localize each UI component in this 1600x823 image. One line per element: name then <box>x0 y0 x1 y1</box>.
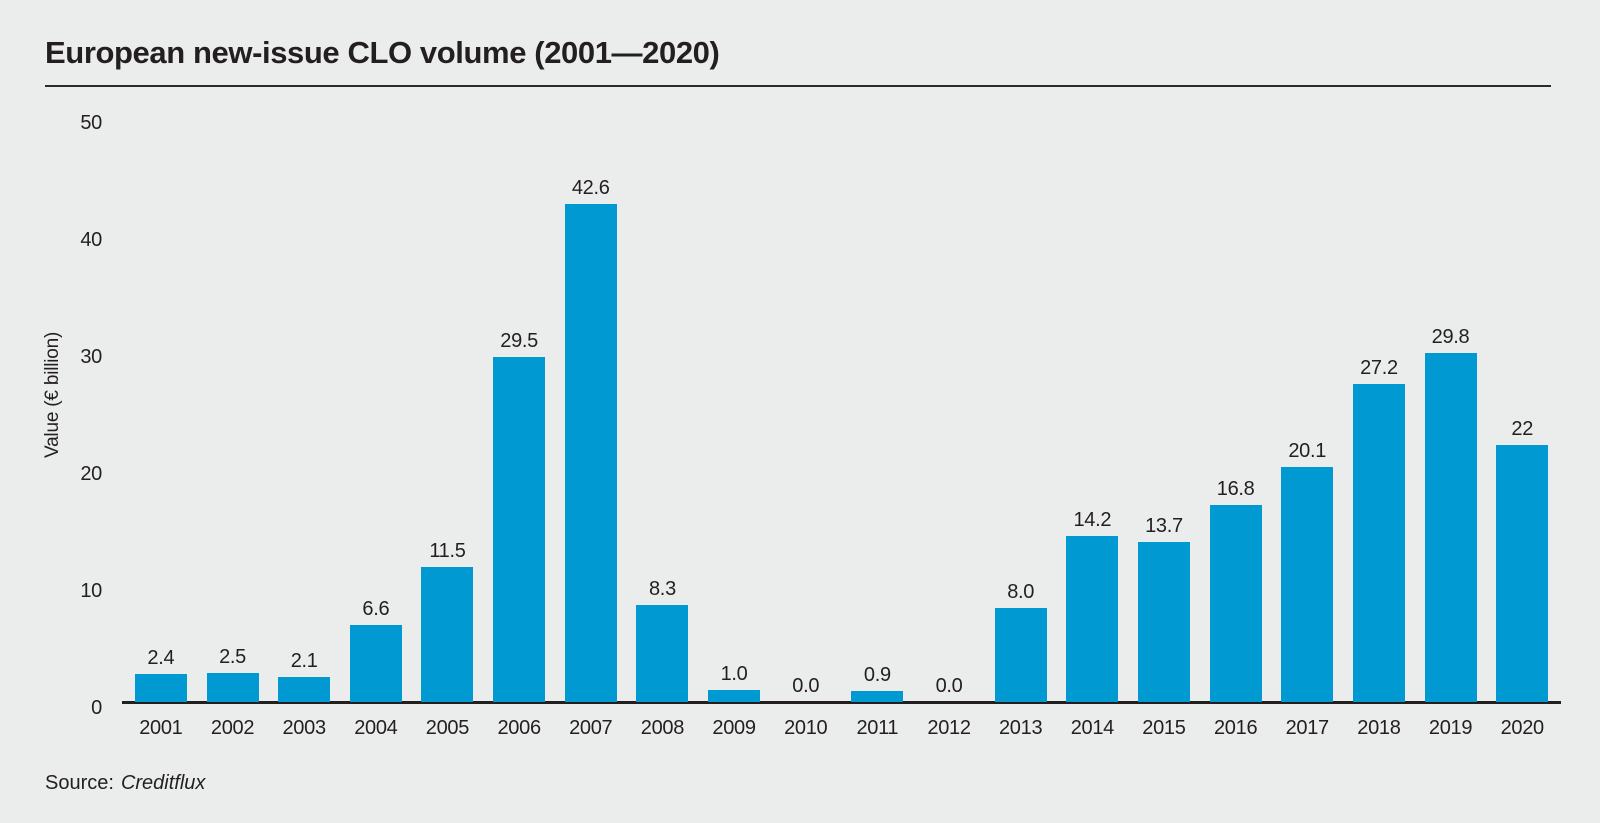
x-tick-label: 2012 <box>927 717 971 739</box>
x-tick-label: 2019 <box>1428 717 1473 739</box>
bar-value-label: 1.0 <box>720 663 748 685</box>
bar-value-label: 0.0 <box>935 675 963 697</box>
bar <box>206 673 259 702</box>
bar-value-label: 16.8 <box>1216 478 1255 500</box>
bar <box>851 691 904 702</box>
x-tick-label: 2015 <box>1142 717 1186 739</box>
bar <box>636 605 689 702</box>
bar-value-label: 6.6 <box>362 598 390 620</box>
y-axis-title: Value (€ billion) <box>42 331 63 458</box>
bar <box>1281 467 1334 702</box>
x-tick-label: 2010 <box>784 717 828 739</box>
bar <box>134 674 187 702</box>
bar <box>1209 505 1262 702</box>
bar-value-label: 29.5 <box>500 330 538 352</box>
bar-value-label: 2.5 <box>219 646 246 668</box>
bar-value-label: 11.5 <box>429 540 466 562</box>
bar-value-label: 22 <box>1511 418 1534 440</box>
x-tick-label: 2004 <box>354 717 398 739</box>
bar <box>994 608 1047 702</box>
source-prefix: Source: <box>45 772 114 794</box>
x-tick-label: 2002 <box>210 717 255 739</box>
y-tick-label: 20 <box>80 463 102 485</box>
source-note: Source: Creditflux <box>45 771 205 795</box>
bar <box>1066 536 1119 702</box>
bar-value-label: 2.4 <box>147 647 175 669</box>
bar <box>708 690 760 702</box>
x-tick-label: 2020 <box>1500 717 1545 739</box>
bar-value-label: 20.1 <box>1288 440 1327 462</box>
bar <box>349 625 402 702</box>
y-tick-label: 30 <box>80 346 102 368</box>
x-tick-label: 2007 <box>569 717 613 739</box>
bar <box>493 357 546 702</box>
x-tick-label: 2008 <box>640 717 685 739</box>
y-tick-label: 0 <box>91 697 102 719</box>
x-tick-label: 2017 <box>1285 717 1330 739</box>
y-tick-label: 10 <box>80 580 102 602</box>
bar-value-label: 8.3 <box>648 578 676 600</box>
x-tick-label: 2014 <box>1070 717 1115 739</box>
x-axis-line <box>122 701 1561 704</box>
bar-value-label: 0.9 <box>863 664 891 686</box>
chart-title: European new-issue CLO volume (2001—2020… <box>45 35 720 70</box>
bar <box>1352 384 1405 702</box>
x-tick-label: 2005 <box>425 717 470 739</box>
bar-value-label: 2.1 <box>290 650 318 672</box>
bar <box>421 567 474 702</box>
bar <box>278 677 331 702</box>
bar-value-label: 42.6 <box>571 177 610 199</box>
x-tick-label: 2009 <box>712 717 756 739</box>
plot-area: 2.4 2001 2.5 2002 2.1 2003 6.6 2004 11.5 2005 29.5… <box>122 117 1561 739</box>
bar-value-label: 8.0 <box>1007 581 1035 603</box>
bar-value-label: 14.2 <box>1073 509 1112 531</box>
bar <box>1424 353 1477 702</box>
bar <box>1496 445 1549 702</box>
bar <box>1137 542 1190 702</box>
x-tick-label: 2001 <box>139 717 183 739</box>
bar-value-label: 0.0 <box>792 675 820 697</box>
title-rule <box>45 85 1551 87</box>
bar-value-label: 29.8 <box>1431 326 1470 348</box>
y-tick-label: 50 <box>80 112 102 134</box>
y-tick-label: 40 <box>80 229 102 251</box>
bar-value-label: 13.7 <box>1145 515 1183 537</box>
x-tick-label: 2016 <box>1213 717 1258 739</box>
bar <box>564 204 617 702</box>
x-tick-label: 2018 <box>1357 717 1401 739</box>
source-name: Creditflux <box>120 772 206 794</box>
bar-value-label: 27.2 <box>1360 357 1398 379</box>
x-tick-label: 2006 <box>497 717 541 739</box>
x-tick-label: 2011 <box>856 717 899 739</box>
x-tick-label: 2013 <box>998 717 1043 739</box>
x-tick-label: 2003 <box>282 717 326 739</box>
